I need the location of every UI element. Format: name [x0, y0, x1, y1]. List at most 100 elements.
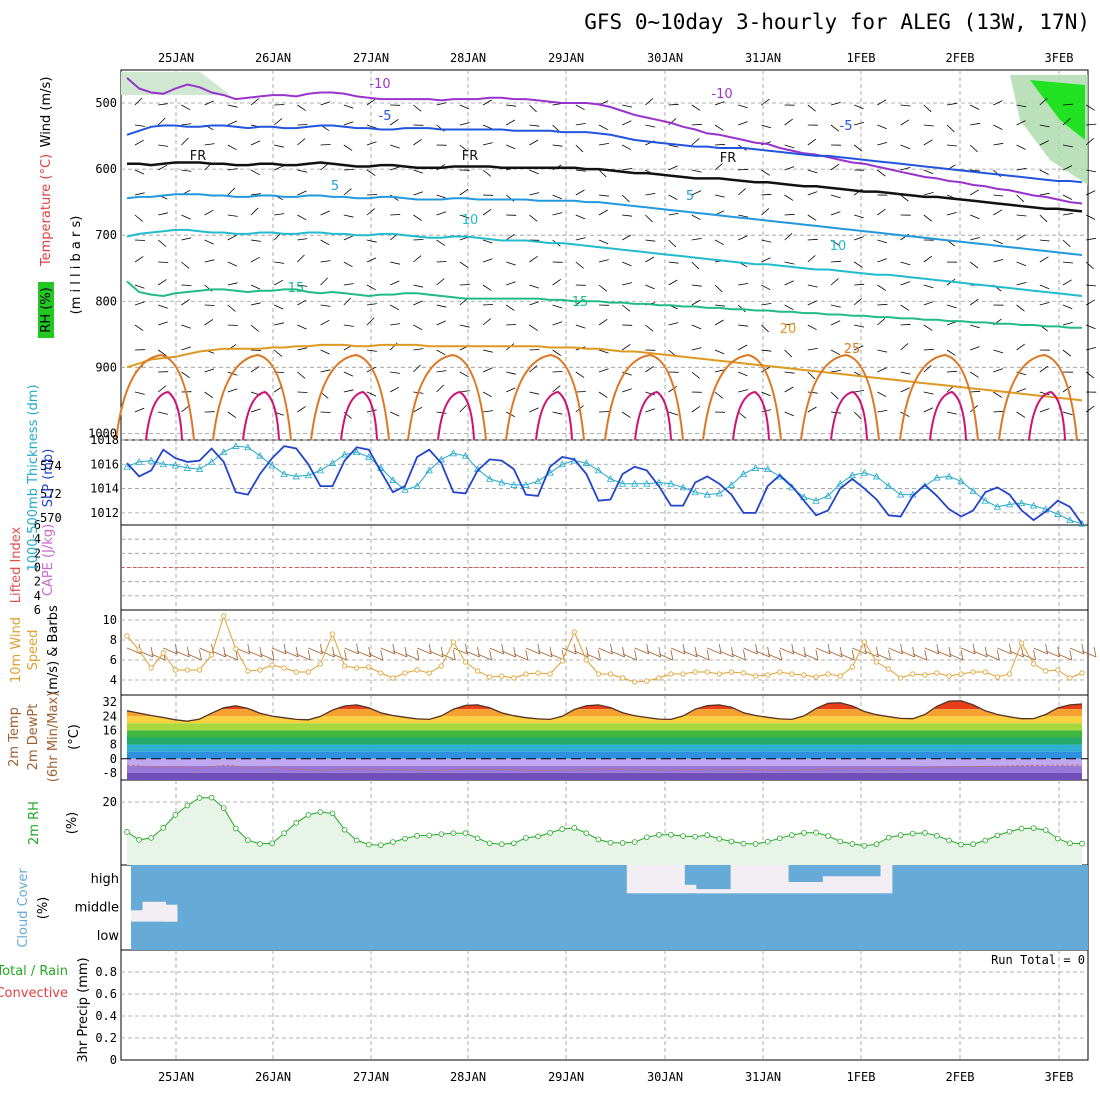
wind-barb	[830, 102, 841, 106]
wind10-barb	[598, 647, 613, 655]
wind-barb	[993, 142, 1004, 146]
rh-marker	[220, 805, 227, 811]
wind-barb	[993, 391, 1003, 398]
wind10-marker	[281, 665, 287, 671]
wind-barb	[598, 368, 609, 373]
wind10-marker	[873, 659, 880, 665]
wind-barb	[830, 278, 839, 286]
wind-barb	[622, 144, 632, 151]
wind-barb	[645, 193, 656, 196]
wind-barb	[1039, 124, 1050, 128]
rh-marker	[486, 840, 493, 847]
wind10-barb	[453, 647, 468, 655]
wind-barb	[529, 124, 540, 127]
wind10-barb	[997, 647, 1012, 655]
wind-barb	[784, 386, 794, 393]
thickness-marker	[413, 482, 421, 490]
thickness-marker	[220, 448, 228, 456]
wind-barb	[482, 367, 493, 373]
thickness-marker	[764, 465, 772, 473]
wind-barb	[830, 163, 840, 171]
rh-area	[127, 797, 1082, 865]
wind-barb	[807, 238, 818, 241]
wind-barb	[157, 239, 167, 247]
side-labels: RH (%) Temperature (°C) Wind (m/s) (m i l l…	[0, 77, 91, 1063]
wind-barb	[877, 410, 888, 413]
wind10-marker	[196, 667, 203, 673]
wind-barb	[1062, 212, 1073, 216]
wind-barb	[366, 257, 377, 263]
contour-25	[115, 353, 195, 441]
wind10-barb	[150, 646, 154, 658]
wind-barb	[366, 303, 377, 306]
wind-barb	[529, 391, 540, 395]
label-temp-units: (°C)	[67, 724, 82, 750]
rh-marker	[148, 835, 154, 841]
contour-label: 20	[780, 322, 797, 337]
rh-marker	[644, 834, 650, 841]
wind10-barb	[537, 643, 541, 655]
wind-barb	[482, 169, 492, 177]
wind-barb	[1062, 144, 1073, 148]
date-label-top: 25JAN	[158, 51, 194, 65]
wind-barb	[459, 144, 468, 152]
precip-tick: 0.8	[95, 965, 117, 979]
wind10-marker	[305, 669, 311, 675]
wind-barb	[413, 104, 422, 112]
wind-barb	[1016, 120, 1026, 126]
wind10-barb	[489, 647, 504, 655]
wind-barb	[343, 297, 352, 306]
wind10-barb	[936, 650, 952, 658]
wind-barb	[413, 324, 423, 331]
wind10-barb	[839, 646, 843, 658]
wind10-marker	[595, 671, 602, 677]
rh-marker	[728, 838, 735, 845]
thickness-marker	[896, 490, 905, 498]
wind10-barb	[404, 653, 420, 661]
thickness-marker	[836, 479, 844, 487]
wind-barb	[877, 318, 886, 326]
wind-barb	[645, 256, 655, 263]
wind-barb	[1016, 104, 1027, 108]
wind10-barb	[1069, 649, 1073, 661]
temp-tick: -8	[103, 766, 117, 780]
wind10-marker	[523, 671, 529, 677]
wind-barb	[621, 194, 630, 203]
wind10-barb	[573, 643, 577, 655]
date-label-bottom: 29JAN	[548, 1070, 584, 1084]
wind-barb	[320, 144, 331, 146]
wind-barb	[691, 169, 702, 173]
wind-barb	[877, 349, 888, 353]
wind-barb	[320, 319, 330, 326]
wind-barb	[993, 100, 1003, 106]
rh-legend-swatch	[38, 282, 54, 338]
rh-marker	[583, 830, 590, 837]
label-rh: RH (%)	[39, 287, 54, 332]
wind-barb	[923, 192, 934, 196]
wind-barb	[158, 144, 169, 147]
wind-barb	[320, 277, 328, 286]
wind10-barb	[1045, 643, 1049, 655]
rh-marker	[390, 839, 396, 845]
wind10-marker	[354, 665, 360, 671]
wind10-barb	[574, 650, 589, 658]
wind-barb	[250, 98, 259, 106]
thickness-marker	[401, 485, 409, 493]
wind10-barb	[948, 646, 952, 658]
cloud-gap	[765, 865, 778, 894]
wind-barb	[297, 406, 306, 413]
wind-barb	[227, 234, 237, 241]
wind10-barb	[513, 646, 517, 658]
wind-barb	[204, 100, 214, 106]
wind10-barb	[308, 647, 323, 655]
date-label-top: 27JAN	[353, 51, 389, 65]
wind-barb	[227, 304, 236, 312]
wind-barb	[645, 324, 654, 332]
date-label-bottom: 28JAN	[450, 1070, 486, 1084]
temp-band	[127, 772, 1082, 780]
wind-barb	[1086, 284, 1097, 287]
wind10-barb	[477, 653, 492, 661]
wind-barb	[737, 411, 747, 419]
wind10-barb	[610, 650, 625, 658]
wind-barb	[506, 371, 516, 375]
